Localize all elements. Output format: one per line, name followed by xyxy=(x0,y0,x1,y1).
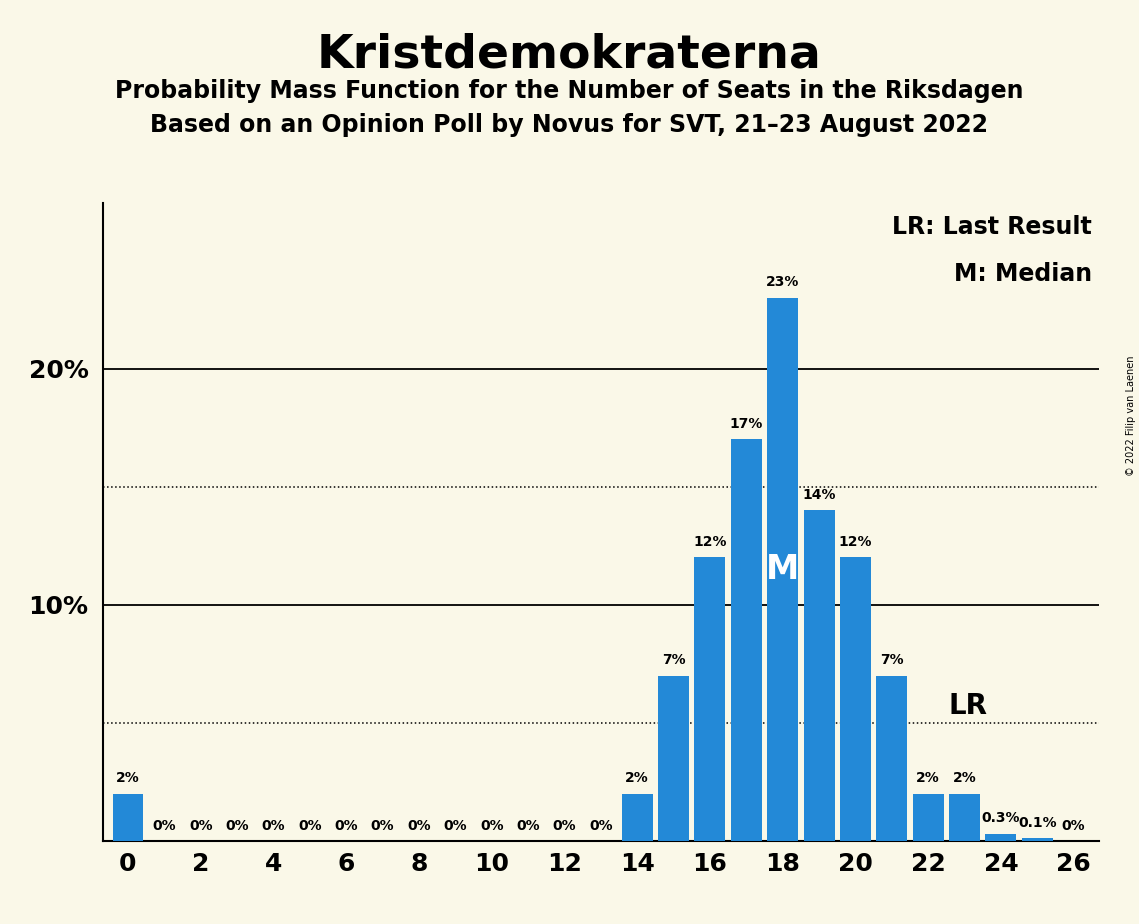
Bar xyxy=(113,794,144,841)
Bar xyxy=(985,833,1016,841)
Text: 2%: 2% xyxy=(916,772,940,785)
Text: 7%: 7% xyxy=(662,653,686,667)
Text: Probability Mass Function for the Number of Seats in the Riksdagen: Probability Mass Function for the Number… xyxy=(115,79,1024,103)
Bar xyxy=(622,794,653,841)
Text: 23%: 23% xyxy=(767,275,800,289)
Text: LR: LR xyxy=(948,692,988,721)
Bar xyxy=(768,298,798,841)
Text: 0.1%: 0.1% xyxy=(1018,816,1057,831)
Text: 0%: 0% xyxy=(335,819,358,833)
Text: M: M xyxy=(767,553,800,586)
Text: 0%: 0% xyxy=(262,819,285,833)
Text: LR: Last Result: LR: Last Result xyxy=(892,215,1092,239)
Text: Based on an Opinion Poll by Novus for SVT, 21–23 August 2022: Based on an Opinion Poll by Novus for SV… xyxy=(150,113,989,137)
Text: 0%: 0% xyxy=(516,819,540,833)
Bar xyxy=(804,510,835,841)
Text: 0%: 0% xyxy=(371,819,394,833)
Text: 0%: 0% xyxy=(226,819,249,833)
Text: 0%: 0% xyxy=(480,819,503,833)
Bar xyxy=(1022,838,1052,841)
Text: 2%: 2% xyxy=(116,772,140,785)
Text: 14%: 14% xyxy=(802,488,836,502)
Text: 12%: 12% xyxy=(694,535,727,549)
Text: 2%: 2% xyxy=(625,772,649,785)
Bar xyxy=(731,440,762,841)
Text: 12%: 12% xyxy=(838,535,872,549)
Text: 0%: 0% xyxy=(407,819,431,833)
Bar xyxy=(658,675,689,841)
Bar xyxy=(695,557,726,841)
Text: 0%: 0% xyxy=(443,819,467,833)
Text: M: Median: M: Median xyxy=(953,262,1092,286)
Bar xyxy=(876,675,908,841)
Text: 0%: 0% xyxy=(153,819,177,833)
Text: Kristdemokraterna: Kristdemokraterna xyxy=(317,32,822,78)
Text: 0%: 0% xyxy=(1062,819,1085,833)
Text: 17%: 17% xyxy=(730,417,763,432)
Text: 0.3%: 0.3% xyxy=(982,811,1021,825)
Text: 0%: 0% xyxy=(298,819,321,833)
Text: © 2022 Filip van Laenen: © 2022 Filip van Laenen xyxy=(1126,356,1136,476)
Text: 7%: 7% xyxy=(880,653,903,667)
Text: 0%: 0% xyxy=(589,819,613,833)
Text: 2%: 2% xyxy=(952,772,976,785)
Bar xyxy=(839,557,871,841)
Text: 0%: 0% xyxy=(552,819,576,833)
Bar xyxy=(912,794,943,841)
Bar xyxy=(949,794,980,841)
Text: 0%: 0% xyxy=(189,819,213,833)
